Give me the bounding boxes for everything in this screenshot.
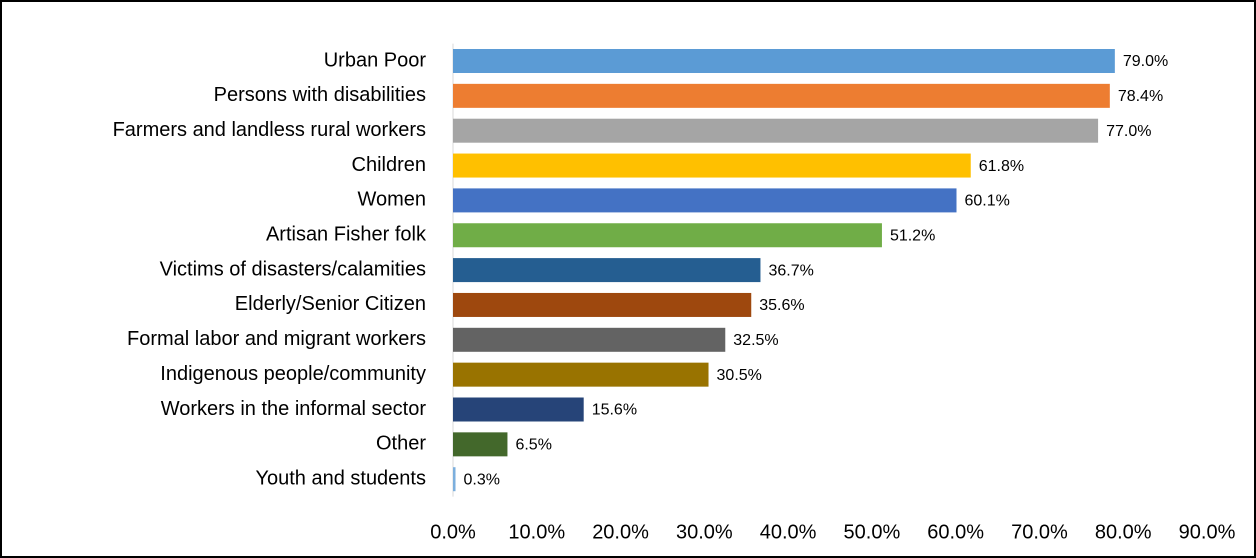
x-tick-label: 80.0% — [1095, 521, 1152, 543]
value-label: 35.6% — [759, 297, 804, 314]
x-tick-label: 70.0% — [1011, 521, 1068, 543]
x-tick-label: 0.0% — [430, 521, 476, 543]
x-tick-label: 40.0% — [760, 521, 817, 543]
y-tick-label: Children — [352, 154, 426, 176]
x-tick-label: 50.0% — [844, 521, 901, 543]
y-tick-label: Elderly/Senior Citizen — [235, 293, 426, 315]
bar — [453, 467, 456, 492]
bar — [453, 153, 971, 178]
value-label: 77.0% — [1106, 123, 1151, 140]
y-tick-label: Formal labor and migrant workers — [127, 328, 426, 350]
bar — [453, 118, 1099, 143]
y-tick-label: Artisan Fisher folk — [266, 224, 427, 246]
value-label: 30.5% — [717, 367, 762, 384]
y-tick-label: Youth and students — [255, 467, 426, 489]
y-tick-label: Urban Poor — [324, 49, 427, 71]
bar — [453, 397, 584, 422]
value-label: 36.7% — [768, 262, 813, 279]
y-tick-label: Indigenous people/community — [160, 363, 426, 385]
x-tick-label: 30.0% — [676, 521, 733, 543]
value-label: 32.5% — [733, 332, 778, 349]
x-tick-label: 90.0% — [1179, 521, 1236, 543]
value-label: 0.3% — [464, 471, 500, 488]
y-tick-label: Workers in the informal sector — [161, 398, 427, 420]
bar — [453, 327, 726, 352]
bar — [453, 292, 752, 317]
x-tick-label: 20.0% — [592, 521, 649, 543]
bar — [453, 188, 957, 213]
value-label: 15.6% — [592, 402, 637, 419]
value-label: 60.1% — [965, 193, 1010, 210]
bar — [453, 362, 709, 387]
value-label: 78.4% — [1118, 88, 1163, 105]
y-tick-label: Women — [357, 189, 426, 211]
x-tick-label: 60.0% — [927, 521, 984, 543]
x-tick-label: 10.0% — [508, 521, 565, 543]
bar — [453, 49, 1115, 73]
bar — [453, 83, 1110, 108]
bar — [453, 258, 761, 283]
value-label: 6.5% — [515, 437, 551, 454]
y-tick-label: Farmers and landless rural workers — [113, 119, 426, 141]
bar — [453, 432, 508, 457]
y-tick-label: Persons with disabilities — [214, 84, 426, 106]
y-tick-label: Victims of disasters/calamities — [160, 258, 426, 280]
y-tick-label: Other — [376, 433, 426, 455]
value-label: 51.2% — [890, 227, 935, 244]
value-label: 61.8% — [979, 158, 1024, 175]
bar — [453, 223, 882, 248]
value-label: 79.0% — [1123, 53, 1168, 70]
